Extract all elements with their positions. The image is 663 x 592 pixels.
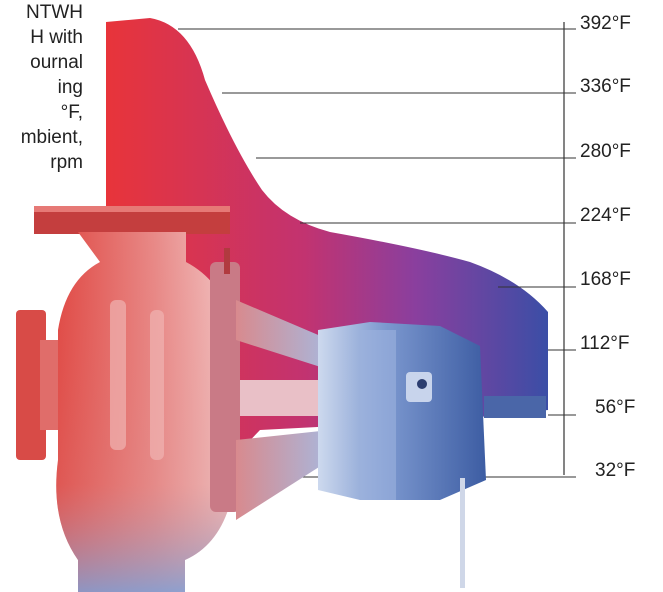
caption-line-2: H with [30, 27, 83, 48]
scale-label-392: 392°F [580, 13, 631, 34]
scale-label-280: 280°F [580, 141, 631, 162]
caption-line-4: ing [57, 77, 83, 98]
scale-label-168: 168°F [580, 269, 631, 290]
bearing-housing [318, 322, 486, 500]
pump-shaft [240, 380, 320, 416]
drive-shaft [484, 396, 546, 418]
caption-line-6: mbient, [20, 127, 83, 148]
caption-line-7: rpm [50, 152, 83, 173]
oil-sight-glass-icon [417, 379, 427, 389]
description-caption: NTWH H with ournal ing °F, mbient, rpm [21, 0, 83, 175]
caption-line-5: °F, [60, 102, 83, 123]
seal-chamber [210, 262, 240, 512]
pump-illustration [16, 206, 546, 592]
scale-label-112: 112°F [580, 333, 630, 354]
scale-label-336: 336°F [580, 76, 631, 97]
scale-label-32: 32°F [595, 460, 636, 481]
caption-line-1: NTWH [26, 2, 83, 23]
scale-label-224: 224°F [580, 205, 631, 226]
suction-flange [16, 310, 46, 460]
caption-line-3: ournal [30, 52, 83, 73]
discharge-flange [34, 210, 230, 234]
scale-label-56: 56°F [595, 397, 636, 418]
bearing-bracket [236, 300, 330, 370]
drain-pipe [460, 478, 465, 588]
